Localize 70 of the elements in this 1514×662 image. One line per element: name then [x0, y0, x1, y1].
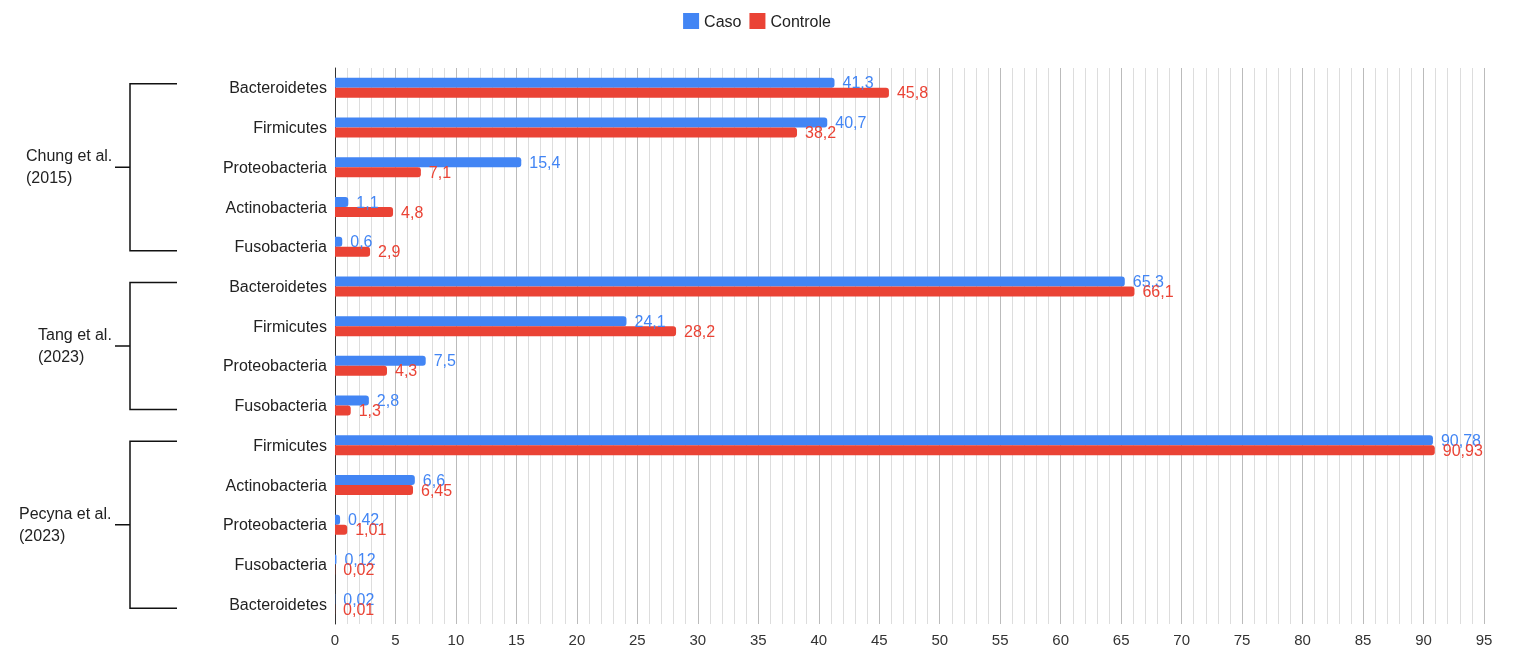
bar — [335, 286, 1135, 297]
data-label: 0,6 — [350, 233, 373, 251]
x-tick-label: 65 — [1112, 631, 1130, 648]
data-label: 24,1 — [634, 312, 666, 330]
x-tick-label: 20 — [568, 631, 586, 648]
data-label: 45,8 — [896, 84, 929, 102]
y-tick-label: Bacteroidetes — [229, 79, 327, 97]
bar — [335, 475, 415, 485]
x-tick-label: 50 — [931, 631, 949, 648]
bar — [335, 127, 798, 138]
bar — [335, 395, 369, 406]
x-tick-label: 25 — [629, 631, 646, 648]
y-tick-label: Proteobacteria — [222, 357, 328, 375]
bar — [335, 355, 426, 366]
y-tick-label: Actinobacteria — [225, 476, 328, 494]
y-tick-label: Bacteroidetes — [229, 277, 327, 295]
y-tick-label: Firmicutes — [253, 119, 327, 137]
data-label: 7,1 — [428, 163, 452, 181]
data-label: 15,4 — [529, 153, 561, 171]
bar — [335, 485, 414, 495]
x-tick-label: 10 — [447, 631, 465, 648]
y-tick-label: Fusobacteria — [234, 238, 328, 256]
bar — [335, 524, 348, 535]
x-tick-label: 60 — [1052, 631, 1070, 648]
data-label: 2,9 — [378, 243, 401, 261]
bar — [335, 167, 421, 178]
bar — [335, 445, 1435, 456]
x-tick-label: 70 — [1173, 631, 1190, 648]
data-label: 7,5 — [433, 352, 457, 370]
text: Pecyna et al. (2023) — [19, 503, 112, 546]
bar — [335, 77, 835, 88]
data-label: 1,1 — [356, 193, 379, 211]
x-tick-label: 40 — [810, 631, 828, 648]
text: Chung et al. (2015) — [26, 146, 113, 189]
x-tick-label: 45 — [870, 631, 888, 648]
y-tick-label: Bacteroidetes — [229, 595, 327, 613]
data-label: 41,3 — [842, 74, 874, 92]
bar — [335, 157, 522, 168]
x-tick-label: 35 — [749, 631, 767, 648]
bar — [335, 197, 349, 207]
bar — [335, 276, 1125, 287]
data-label: 28,2 — [684, 322, 716, 340]
text: Tang et al. (2023) — [38, 325, 112, 367]
y-tick-label: Firmicutes — [253, 436, 327, 454]
bar — [335, 435, 1433, 446]
x-tick-label: 30 — [689, 631, 707, 648]
y-tick-label: Firmicutes — [253, 317, 327, 335]
x-tick-label: 0 — [330, 631, 340, 648]
x-tick-label: 75 — [1233, 631, 1251, 648]
x-tick-label: 5 — [391, 631, 400, 648]
x-tick-label: 90 — [1415, 631, 1432, 648]
data-label: 40,7 — [835, 114, 867, 132]
bar — [335, 365, 388, 376]
y-tick-label: Fusobacteria — [234, 555, 328, 573]
bar — [335, 316, 627, 327]
legend-label: Caso — [704, 12, 742, 30]
x-tick-label: 55 — [991, 631, 1009, 648]
x-tick-label: 80 — [1294, 631, 1311, 648]
y-tick-label: Actinobacteria — [225, 198, 328, 216]
data-label: 4,8 — [401, 203, 424, 221]
bar — [335, 405, 351, 416]
y-tick-label: Fusobacteria — [234, 397, 328, 415]
data-label: 4,3 — [395, 362, 418, 380]
x-tick-label: 95 — [1475, 631, 1493, 648]
legend-label: Controle — [770, 12, 832, 30]
x-tick-label: 15 — [508, 631, 525, 648]
y-tick-label: Proteobacteria — [222, 516, 328, 534]
bar — [335, 117, 828, 128]
x-tick-label: 85 — [1354, 631, 1372, 648]
y-tick-label: Proteobacteria — [222, 158, 328, 176]
